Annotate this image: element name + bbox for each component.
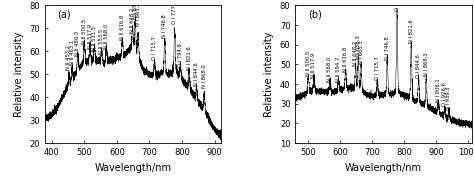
Text: N I 665.3: N I 665.3 xyxy=(359,41,364,64)
Text: N II 480.3: N II 480.3 xyxy=(75,31,80,56)
Text: O I 926.6: O I 926.6 xyxy=(442,82,447,106)
Text: Ha 656.3: Ha 656.3 xyxy=(133,0,138,19)
Text: O I 777.2: O I 777.2 xyxy=(394,0,400,11)
X-axis label: Wavelength/nm: Wavelength/nm xyxy=(95,163,172,172)
Text: O I 715.7: O I 715.7 xyxy=(152,37,157,60)
Text: O I 715.7: O I 715.7 xyxy=(375,56,380,80)
Text: N II 568.0: N II 568.0 xyxy=(328,57,332,82)
Text: (a): (a) xyxy=(57,10,71,20)
Y-axis label: Relative intensity: Relative intensity xyxy=(264,31,274,117)
Text: N II 616.8: N II 616.8 xyxy=(120,15,125,40)
Text: Ha 656.3: Ha 656.3 xyxy=(356,35,361,58)
Text: N II 568.0: N II 568.0 xyxy=(104,24,109,49)
Text: N II 500.5: N II 500.5 xyxy=(306,51,311,76)
Text: O I 794.8: O I 794.8 xyxy=(178,44,183,67)
Y-axis label: Relative intensity: Relative intensity xyxy=(14,31,24,117)
Text: N II 648.2: N II 648.2 xyxy=(353,41,358,66)
Text: N I 939.3: N I 939.3 xyxy=(447,86,451,110)
Text: O I 777.2: O I 777.2 xyxy=(172,0,177,24)
Text: N I 868.3: N I 868.3 xyxy=(424,53,428,76)
Text: N I 746.8: N I 746.8 xyxy=(385,37,390,60)
Text: N II 648.2: N II 648.2 xyxy=(130,8,135,33)
X-axis label: Wavelength/nm: Wavelength/nm xyxy=(345,163,422,172)
Text: N II 500.5: N II 500.5 xyxy=(82,19,87,44)
Text: N I 844.6: N I 844.6 xyxy=(194,62,199,86)
Text: N I 906.1: N I 906.1 xyxy=(436,78,441,102)
Text: N I 868.0: N I 868.0 xyxy=(202,64,207,88)
Text: N II 594.7: N II 594.7 xyxy=(336,57,341,82)
Text: N II 616.8: N II 616.8 xyxy=(343,47,348,72)
Text: N I 821.6: N I 821.6 xyxy=(409,19,414,43)
Text: O I 844.6: O I 844.6 xyxy=(416,54,421,78)
Text: N II 553.5: N II 553.5 xyxy=(99,28,104,54)
Text: (b): (b) xyxy=(308,10,321,20)
Text: N II 453.2: N II 453.2 xyxy=(66,44,72,70)
Text: N I 821.6: N I 821.6 xyxy=(187,46,191,70)
Text: N II 517.9: N II 517.9 xyxy=(88,24,92,49)
Text: N I 665.3: N I 665.3 xyxy=(136,2,141,26)
Text: N II 531.5: N II 531.5 xyxy=(92,26,97,51)
Text: N I 746.8: N I 746.8 xyxy=(162,14,167,38)
Text: N II 463.1: N II 463.1 xyxy=(70,40,75,65)
Text: N II 517.9: N II 517.9 xyxy=(311,53,317,78)
